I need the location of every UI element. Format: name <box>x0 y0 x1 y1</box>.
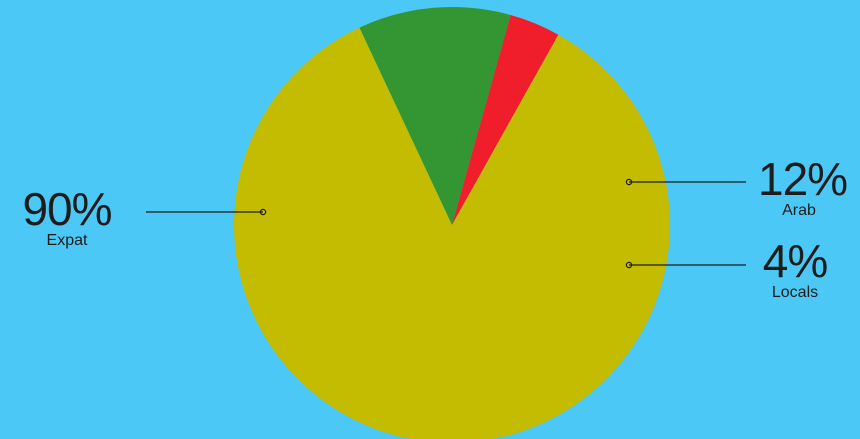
leader-anchor-locals <box>625 261 633 269</box>
leader-anchor-arab <box>625 178 633 186</box>
slice-label-value: 90% <box>22 183 112 235</box>
leader-anchor-expat <box>259 208 267 216</box>
slice-label-name: Expat <box>46 232 88 249</box>
pie-slice-expat <box>234 27 670 439</box>
slice-label-value: 4% <box>762 235 828 287</box>
callout-arab: 12% Arab <box>758 153 848 219</box>
pie-slices <box>234 7 670 439</box>
pie-slice-locals <box>452 15 559 225</box>
callout-locals: 4% Locals <box>758 238 832 301</box>
pie-slice-arab <box>359 7 511 225</box>
callout-expat: 90% Expat <box>20 186 114 249</box>
slice-label-value: 12% <box>758 153 848 205</box>
slice-label-name: Arab <box>782 202 816 219</box>
leader-lines <box>146 178 746 269</box>
slice-label-name: Locals <box>771 284 819 301</box>
